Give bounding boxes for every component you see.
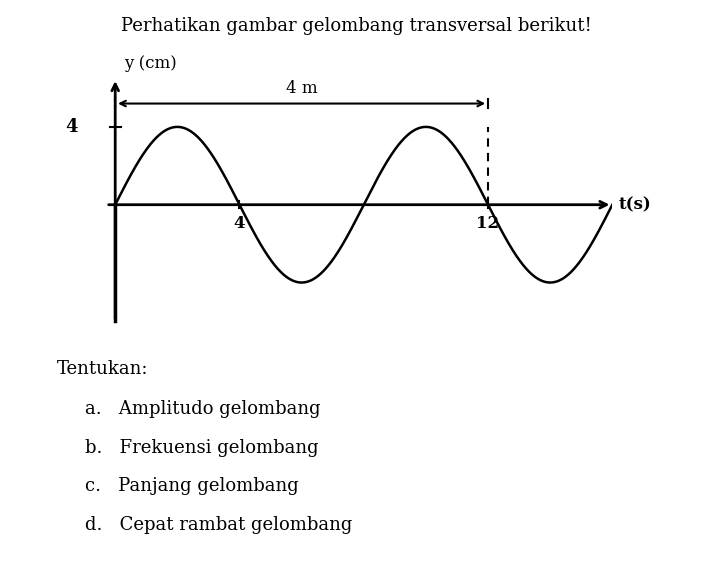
Text: 4: 4 bbox=[66, 118, 78, 136]
Text: Tentukan:: Tentukan: bbox=[57, 360, 149, 378]
Text: 4: 4 bbox=[234, 215, 245, 232]
Text: c.   Panjang gelombang: c. Panjang gelombang bbox=[85, 477, 299, 496]
Text: Perhatikan gambar gelombang transversal berikut!: Perhatikan gambar gelombang transversal … bbox=[120, 17, 592, 35]
Text: y (cm): y (cm) bbox=[125, 55, 177, 73]
Text: t(s): t(s) bbox=[619, 196, 651, 213]
Text: a.   Amplitudo gelombang: a. Amplitudo gelombang bbox=[85, 400, 321, 418]
Text: b.   Frekuensi gelombang: b. Frekuensi gelombang bbox=[85, 439, 319, 457]
Text: d.   Cepat rambat gelombang: d. Cepat rambat gelombang bbox=[85, 516, 353, 534]
Text: 12: 12 bbox=[476, 215, 500, 232]
Text: 4 m: 4 m bbox=[286, 80, 318, 96]
